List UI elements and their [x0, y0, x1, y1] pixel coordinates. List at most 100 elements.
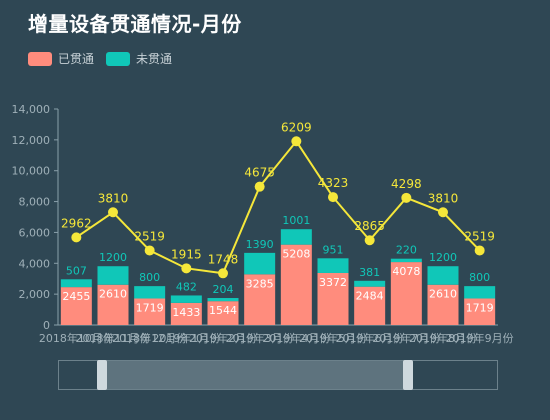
total-point	[401, 192, 412, 203]
total-point	[108, 207, 118, 218]
bar-not-through	[134, 286, 166, 299]
bar-through	[354, 286, 386, 325]
data-label-not-through: 800	[469, 271, 490, 284]
data-label-not-through: 204	[213, 283, 234, 296]
bar-through	[280, 244, 312, 325]
data-label-through: 4078	[392, 265, 420, 278]
total-point	[71, 232, 82, 243]
legend-label-not-through: 未贯通	[136, 52, 173, 66]
data-label-not-through: 381	[359, 266, 380, 279]
data-label-not-through: 507	[66, 264, 87, 277]
data-label-through: 2455	[62, 290, 90, 303]
bar-through	[134, 298, 166, 325]
total-point	[438, 207, 448, 218]
bar-not-through	[317, 258, 349, 273]
x-tick-label: 2019年5月份	[299, 331, 367, 345]
data-label-not-through: 482	[176, 280, 197, 293]
y-tick-label: 2,000	[19, 288, 51, 301]
bar-not-through	[354, 280, 386, 287]
legend-label-through: 已贯通	[58, 52, 95, 66]
legend-item-through[interactable]: 已贯通	[28, 50, 94, 67]
y-tick-label: 8,000	[19, 196, 51, 209]
data-label-through: 1719	[466, 301, 494, 314]
data-label-through: 3372	[319, 276, 347, 289]
bar-through	[464, 298, 496, 325]
data-label-not-through: 1001	[282, 214, 310, 227]
zoom-handle-start[interactable]	[97, 360, 107, 390]
total-label: 4323	[318, 176, 349, 190]
x-tick-label: 2019年7月份	[372, 331, 440, 345]
x-tick-label: 2019年2月份	[189, 331, 257, 345]
data-label-not-through: 800	[139, 271, 160, 284]
bar-through	[244, 274, 276, 325]
data-label-not-through: 220	[396, 244, 417, 257]
data-label-not-through: 1200	[99, 251, 127, 264]
x-tick-label: 2019年6月份	[336, 331, 404, 345]
bar-through	[317, 272, 349, 325]
total-label: 6209	[281, 120, 312, 134]
zoom-handle-end[interactable]	[403, 360, 413, 390]
total-line	[75, 139, 481, 275]
x-tick-label: 2019年9月份	[446, 331, 514, 345]
total-label: 4675	[244, 166, 275, 180]
legend-swatch-not-through	[106, 51, 130, 66]
data-label-through: 5208	[282, 248, 310, 261]
total-label: 1748	[208, 252, 239, 266]
bar-through	[60, 287, 92, 325]
data-label-through: 2610	[429, 288, 457, 301]
bar-through	[170, 302, 202, 325]
x-tick-label: 2018年11月份	[76, 331, 151, 345]
total-point	[218, 268, 228, 279]
total-label: 2519	[464, 229, 495, 243]
total-point	[328, 192, 338, 203]
legend-item-not-through[interactable]: 未贯通	[106, 50, 172, 67]
x-tick-label: 2018年10月份	[39, 331, 114, 345]
y-tick-label: 14,000	[12, 103, 51, 116]
total-label: 2519	[134, 229, 165, 243]
y-tick-label: 10,000	[12, 165, 51, 178]
y-tick-label: 0	[43, 319, 50, 332]
data-label-through: 1719	[136, 301, 164, 314]
x-tick-label: 2019年1月份	[152, 331, 220, 345]
y-tick-label: 6,000	[19, 226, 51, 239]
total-label: 3810	[428, 191, 459, 205]
y-tick-label: 4,000	[19, 257, 51, 270]
chart-title: 增量设备贯通情况-月份	[28, 12, 242, 36]
data-label-through: 1544	[209, 304, 237, 317]
x-tick-label: 2019年3月份	[226, 331, 294, 345]
bar-through	[390, 262, 422, 325]
bar-not-through	[280, 229, 312, 245]
bar-through	[427, 284, 459, 325]
zoom-slider[interactable]	[58, 360, 498, 390]
bar-not-through	[464, 286, 496, 299]
bar-through	[97, 284, 129, 325]
data-label-through: 2610	[99, 288, 127, 301]
bar-not-through	[390, 258, 422, 263]
data-label-through: 1433	[172, 306, 200, 319]
total-point	[291, 136, 302, 147]
y-tick-label: 12,000	[12, 134, 51, 147]
legend-swatch-through	[28, 51, 52, 66]
x-tick-label: 2019年4月份	[262, 331, 330, 345]
total-point	[474, 245, 485, 256]
total-point	[181, 263, 192, 274]
data-label-through: 2484	[356, 290, 384, 303]
bar-not-through	[60, 279, 92, 288]
total-point	[144, 245, 155, 256]
x-tick-label: 2018年12月份	[112, 331, 187, 345]
zoom-range[interactable]	[102, 361, 408, 389]
total-point	[364, 235, 375, 246]
total-label: 3810	[98, 191, 129, 205]
total-point	[254, 181, 265, 192]
total-label: 1915	[171, 247, 202, 261]
data-label-not-through: 1200	[429, 251, 457, 264]
data-label-not-through: 1390	[246, 238, 274, 251]
total-label: 2962	[61, 216, 92, 230]
bar-not-through	[427, 266, 459, 285]
total-label: 2865	[354, 219, 385, 233]
bar-not-through	[170, 295, 202, 303]
bar-through	[207, 301, 239, 325]
bar-not-through	[97, 266, 129, 285]
bar-not-through	[244, 252, 276, 275]
